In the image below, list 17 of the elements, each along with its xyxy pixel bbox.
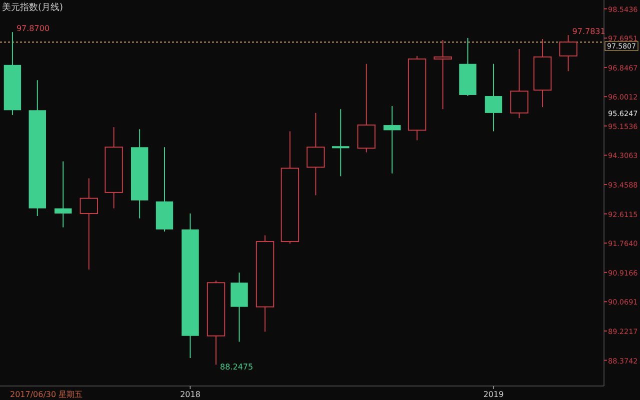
x-tick-label: 2018 bbox=[180, 390, 200, 399]
candlestick bbox=[384, 106, 401, 174]
candlestick bbox=[54, 160, 72, 228]
candlestick bbox=[306, 112, 325, 196]
candlestick bbox=[484, 63, 502, 132]
text: 2017/06/30 星期五 bbox=[10, 390, 83, 399]
annotation: 97.7831 bbox=[572, 27, 606, 36]
candlestick bbox=[332, 108, 350, 177]
x-tick-label: 2019 bbox=[483, 390, 504, 399]
annotation: 88.2475 bbox=[220, 362, 254, 372]
candlestick bbox=[510, 48, 528, 119]
annotation: 97.8700 bbox=[16, 24, 50, 34]
chart-title: 美元指数(月线) bbox=[2, 2, 64, 13]
candlestick bbox=[357, 63, 376, 153]
candlestick bbox=[434, 40, 452, 110]
candlestick bbox=[80, 178, 98, 270]
candlestick bbox=[559, 34, 578, 72]
